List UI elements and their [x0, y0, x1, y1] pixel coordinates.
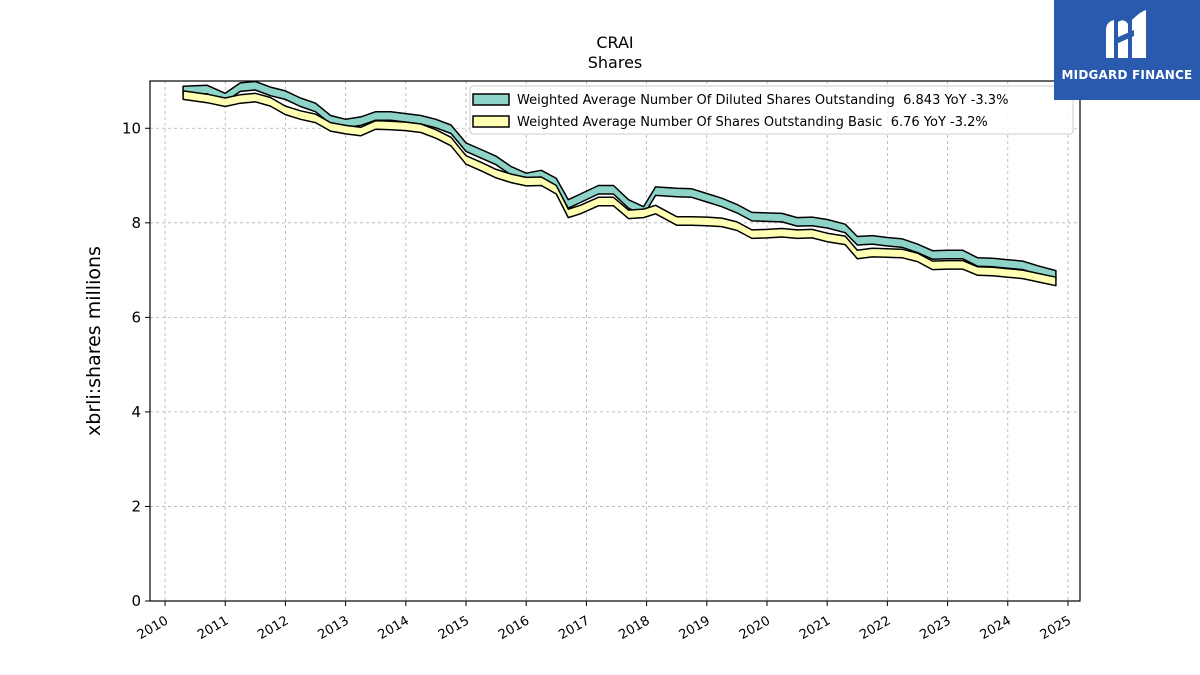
brand-name: MIDGARD FINANCE	[1061, 68, 1193, 82]
x-tick-label: 2011	[195, 613, 231, 643]
y-tick-label: 8	[131, 214, 141, 232]
x-tick-label: 2014	[376, 613, 412, 643]
x-tick-label: 2015	[436, 613, 472, 643]
plot-frame	[149, 80, 1081, 602]
x-tick-label: 2010	[135, 613, 171, 643]
y-tick-label: 4	[131, 403, 141, 421]
legend-swatch-diluted	[472, 93, 510, 106]
x-tick-label: 2013	[315, 613, 351, 643]
legend-swatch-basic	[472, 115, 510, 128]
x-tick-label: 2017	[556, 613, 592, 643]
x-tick-label: 2021	[797, 613, 833, 643]
chart-subtitle: Shares	[588, 53, 643, 72]
y-tick-label: 10	[122, 119, 141, 137]
legend-label-basic: Weighted Average Number Of Shares Outsta…	[517, 115, 988, 130]
midgard-logo-icon	[1106, 10, 1146, 58]
x-tick-label: 2024	[978, 613, 1014, 643]
legend: Weighted Average Number Of Diluted Share…	[469, 85, 1074, 135]
y-tick-label: 6	[131, 308, 141, 326]
x-tick-label: 2016	[496, 613, 532, 643]
x-tick-label: 2019	[677, 613, 713, 643]
x-tick-label: 2023	[917, 613, 953, 643]
x-tick-label: 2020	[737, 613, 773, 643]
x-tick-label: 2018	[616, 613, 652, 643]
legend-label-diluted: Weighted Average Number Of Diluted Share…	[517, 93, 1008, 108]
series-areas	[182, 80, 1057, 287]
grid-lines	[150, 81, 1080, 602]
x-tick-label: 2022	[857, 613, 893, 643]
series-band-1	[182, 90, 1057, 287]
y-tick-label: 0	[131, 592, 141, 610]
x-tick-label: 2025	[1038, 613, 1074, 643]
y-tick-label: 2	[131, 497, 141, 515]
x-tick-label: 2012	[255, 613, 291, 643]
y-axis-label: xbrli:shares millions	[83, 246, 105, 436]
legend-box	[469, 85, 1074, 135]
brand-logo: MIDGARD FINANCE	[1054, 0, 1200, 100]
chart-title: CRAI	[596, 33, 633, 52]
